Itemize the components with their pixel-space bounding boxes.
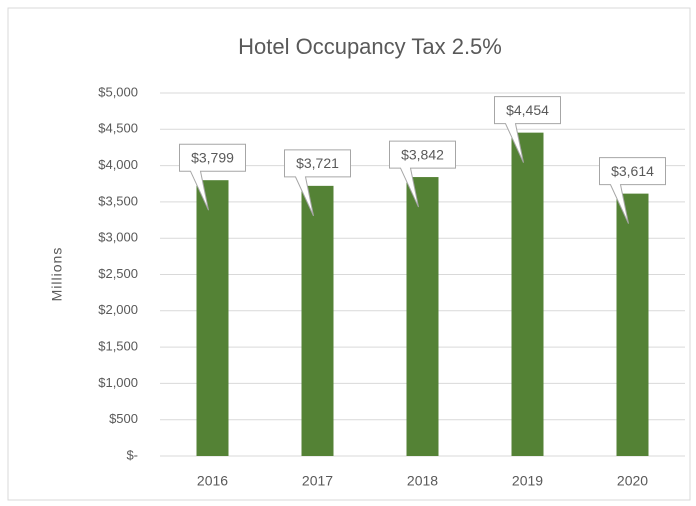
data-label: $3,799 <box>191 149 234 165</box>
y-tick-label: $- <box>126 447 138 462</box>
y-tick-label: $1,500 <box>98 339 138 354</box>
x-tick-label: 2018 <box>407 473 438 489</box>
data-label: $3,614 <box>611 163 654 179</box>
y-tick-label: $2,000 <box>98 302 138 317</box>
x-tick-label: 2020 <box>617 473 648 489</box>
x-tick-label: 2017 <box>302 473 333 489</box>
y-tick-label: $4,500 <box>98 121 138 136</box>
data-label: $3,721 <box>296 155 339 171</box>
bar <box>301 185 334 456</box>
chart-frame <box>7 7 691 501</box>
label-callout <box>389 140 456 208</box>
label-callout <box>179 143 246 211</box>
data-label: $3,842 <box>401 146 444 162</box>
y-tick-label: $1,000 <box>98 375 138 390</box>
label-callout <box>284 149 351 217</box>
bar <box>406 177 439 456</box>
bar <box>511 132 544 457</box>
y-tick-label: $500 <box>109 411 138 426</box>
y-tick-label: $3,500 <box>98 193 138 208</box>
y-tick-label: $4,000 <box>98 157 138 172</box>
data-label: $4,454 <box>506 102 549 118</box>
y-tick-label: $3,000 <box>98 230 138 245</box>
bar <box>196 180 229 456</box>
x-tick-label: 2016 <box>197 473 228 489</box>
y-tick-label: $5,000 <box>98 84 138 99</box>
y-tick-label: $2,500 <box>98 266 138 281</box>
x-tick-label: 2019 <box>512 473 543 489</box>
chart-title: Hotel Occupancy Tax 2.5% <box>238 34 502 59</box>
label-callout <box>494 96 561 163</box>
label-callout <box>599 157 666 224</box>
y-axis-label: Millions <box>49 247 65 302</box>
bar <box>616 193 649 456</box>
